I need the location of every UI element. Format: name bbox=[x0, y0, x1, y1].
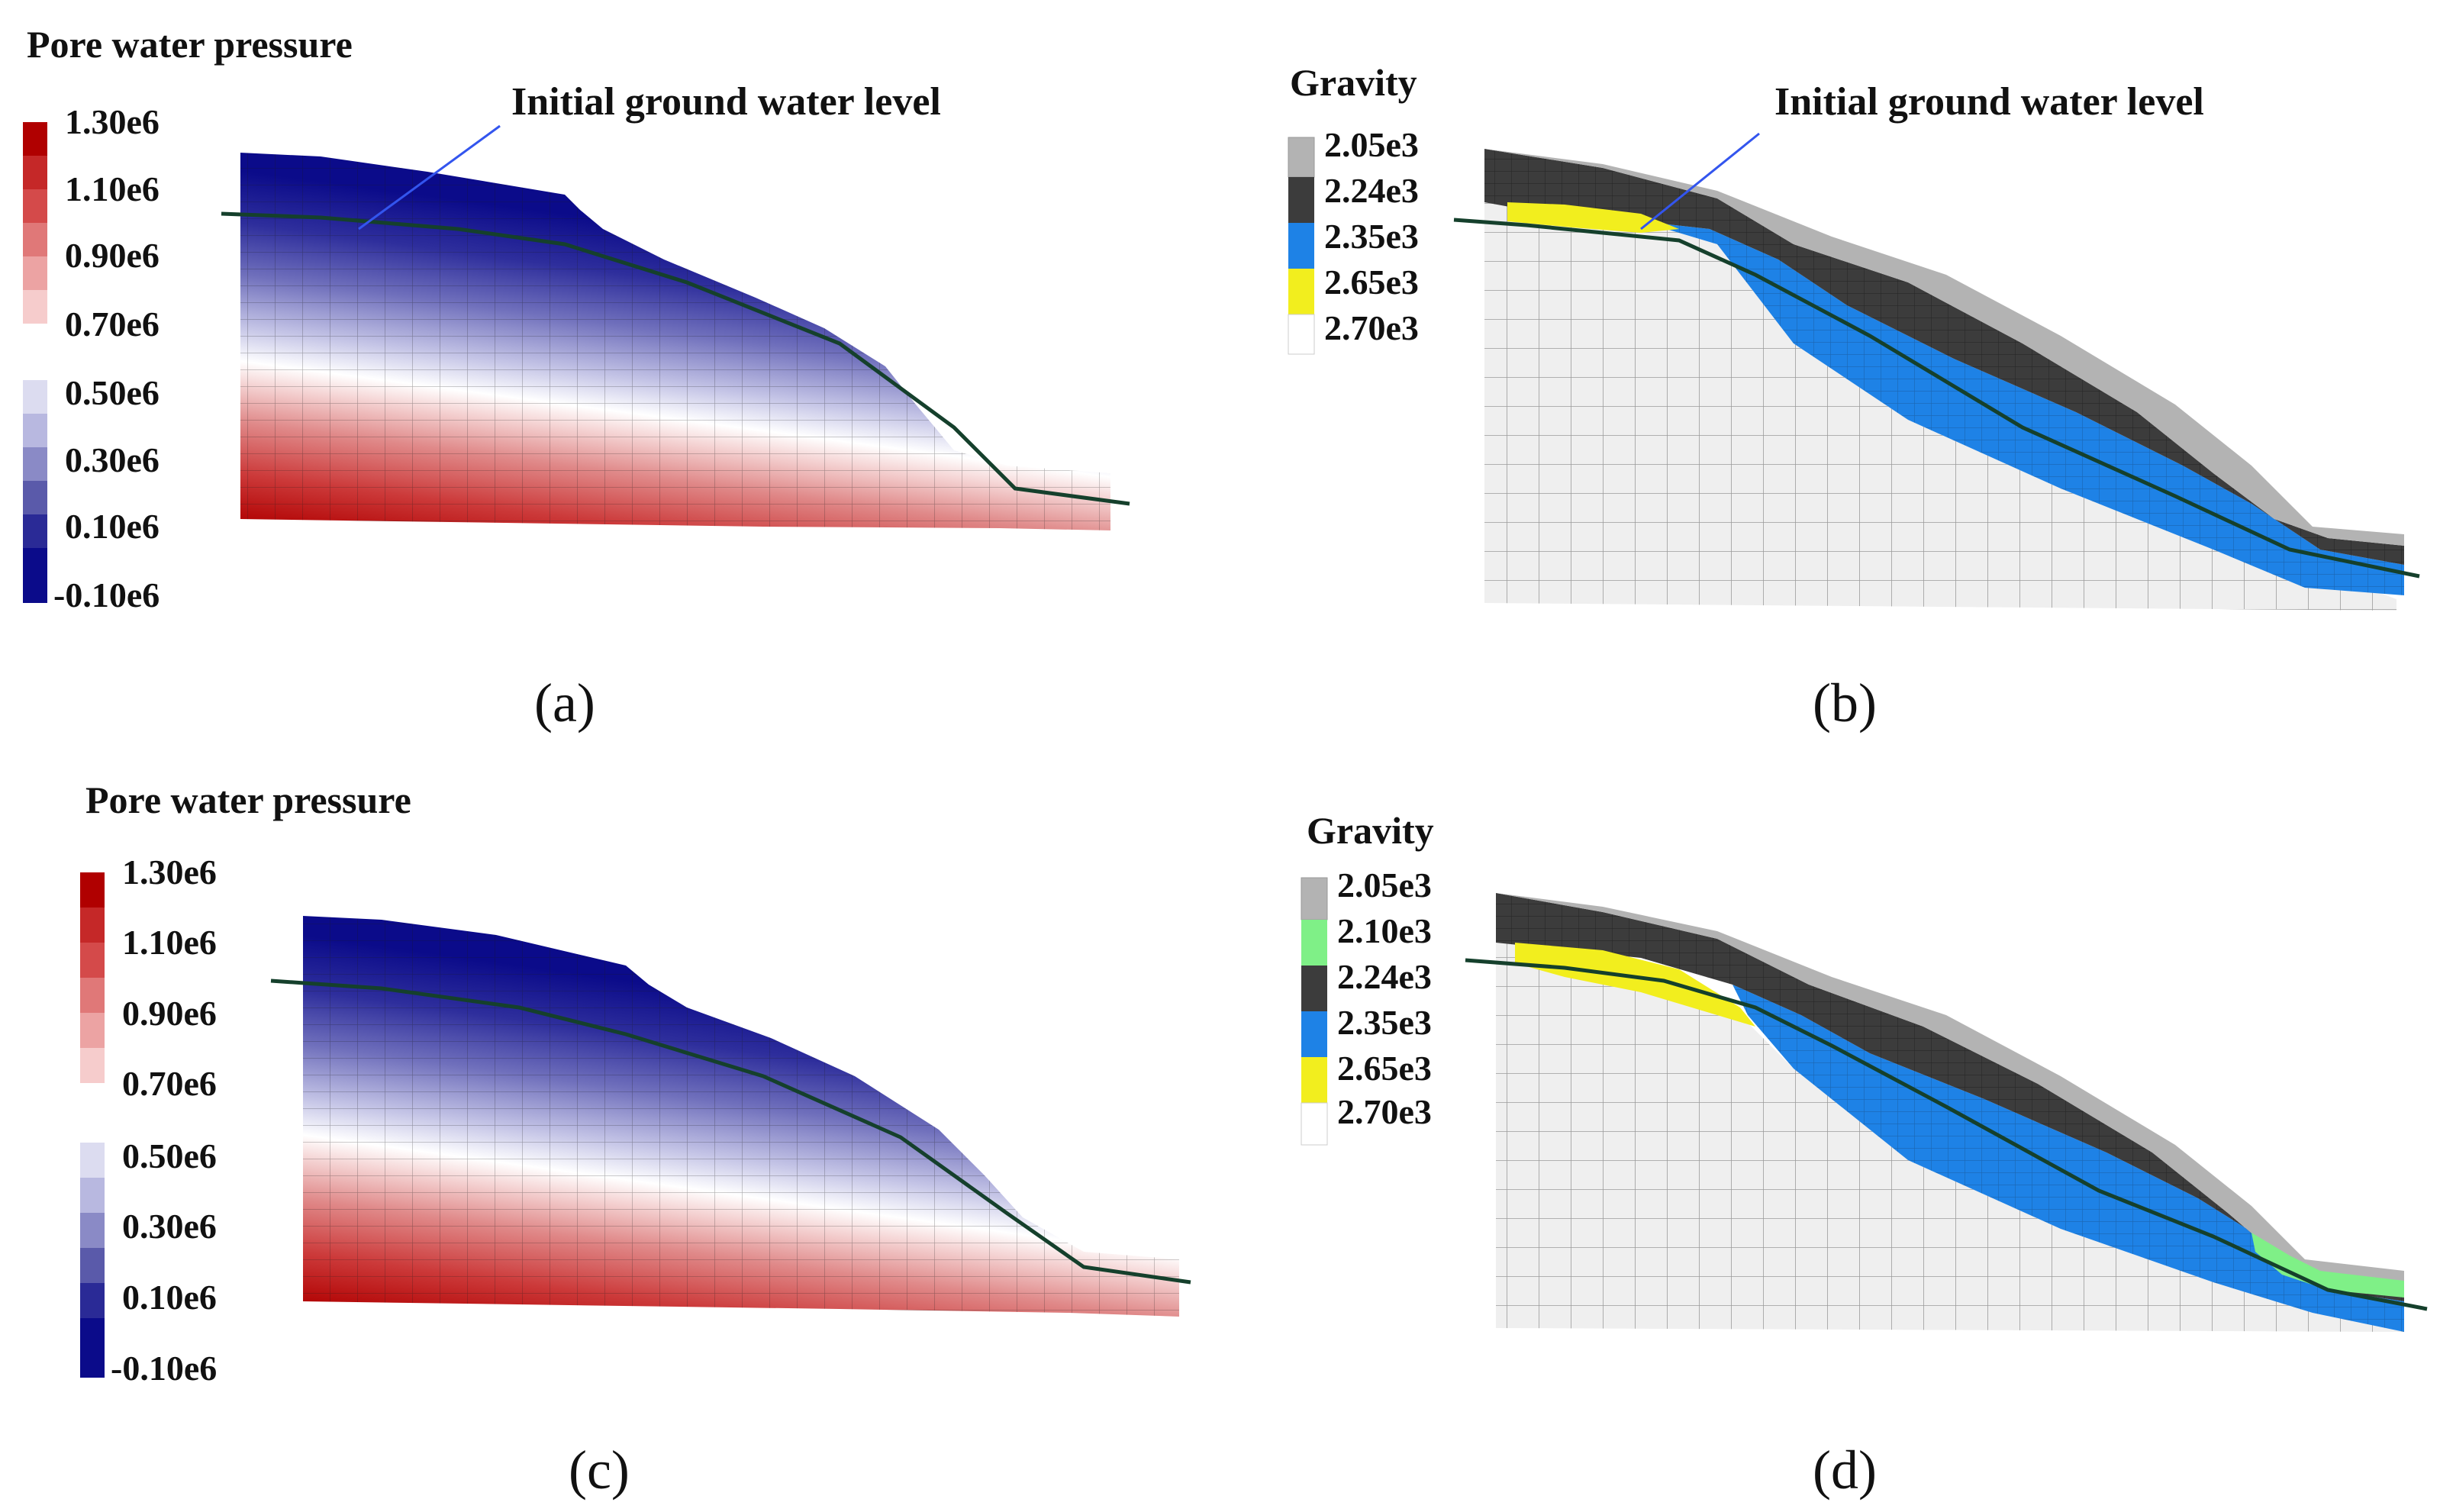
colorbar-tick: 0.30e6 bbox=[65, 440, 160, 479]
colorbar-swatch bbox=[80, 1178, 105, 1213]
legend-label: 2.70e3 bbox=[1337, 1092, 1432, 1131]
colorbar-swatch bbox=[80, 908, 105, 943]
legend-swatch bbox=[1288, 177, 1314, 223]
panel-c-slope-model bbox=[303, 916, 1179, 1317]
panel-a-caption: (a) bbox=[534, 672, 595, 733]
colorbar-tick: 0.50e6 bbox=[65, 373, 160, 412]
colorbar-tick: 0.70e6 bbox=[122, 1064, 217, 1103]
legend-label: 2.35e3 bbox=[1337, 1003, 1432, 1042]
legend-swatch bbox=[1301, 966, 1327, 1011]
legend-swatch bbox=[1301, 877, 1328, 920]
legend-swatch bbox=[1301, 1057, 1327, 1103]
panel-d-slope-model bbox=[1496, 893, 2404, 1332]
panel-b-legend bbox=[1288, 137, 1315, 355]
colorbar-swatch bbox=[23, 122, 47, 156]
panel-b-annotation: Initial ground water level bbox=[1774, 80, 2204, 124]
colorbar-tick: -0.10e6 bbox=[53, 575, 160, 614]
colorbar-swatch bbox=[80, 1283, 105, 1318]
panel-a-slope-model bbox=[240, 153, 1110, 530]
panel-c-caption: (c) bbox=[569, 1439, 630, 1501]
panel-d-water-level-line bbox=[1465, 958, 2428, 1311]
panel-c: Pore water pressure 1.30e6 1.10e6 0.90e6… bbox=[80, 779, 1191, 1501]
legend-swatch bbox=[1301, 920, 1327, 966]
panel-a-water-level-line bbox=[221, 211, 1130, 506]
colorbar-tick: 1.10e6 bbox=[65, 169, 160, 208]
legend-swatch bbox=[1301, 1011, 1327, 1057]
legend-label: 2.05e3 bbox=[1324, 125, 1419, 164]
panel-c-colorbar bbox=[80, 872, 105, 1378]
colorbar-tick: 0.90e6 bbox=[122, 994, 217, 1033]
legend-swatch bbox=[1288, 223, 1314, 269]
colorbar-swatch bbox=[23, 256, 47, 290]
colorbar-swatch bbox=[23, 223, 47, 256]
panel-a-annotation: Initial ground water level bbox=[511, 80, 941, 124]
colorbar-tick: 0.10e6 bbox=[122, 1278, 217, 1317]
panel-d: Gravity 2.05e3 2.10e3 2.24e3 2.35e3 2.65… bbox=[1301, 809, 2428, 1501]
colorbar-swatch bbox=[23, 481, 47, 514]
legend-swatch bbox=[1288, 269, 1314, 314]
legend-label: 2.24e3 bbox=[1337, 957, 1432, 996]
panel-d-legend-title: Gravity bbox=[1307, 809, 1434, 852]
legend-label: 2.70e3 bbox=[1324, 308, 1419, 347]
colorbar-swatch bbox=[23, 380, 47, 414]
colorbar-tick: 0.30e6 bbox=[122, 1207, 217, 1246]
colorbar-tick: 0.70e6 bbox=[65, 305, 160, 343]
panel-a: Pore water pressure 1.30e6 1.10e6 0.90e6… bbox=[23, 23, 1130, 733]
colorbar-swatch bbox=[80, 978, 105, 1013]
colorbar-swatch bbox=[80, 1048, 105, 1083]
panel-b: Gravity 2.05e3 2.24e3 2.35e3 2.65e3 2.70… bbox=[1288, 61, 2420, 733]
colorbar-tick: 0.50e6 bbox=[122, 1136, 217, 1175]
colorbar-swatch bbox=[23, 189, 47, 223]
legend-label: 2.10e3 bbox=[1337, 911, 1432, 950]
colorbar-swatch bbox=[23, 548, 47, 603]
panel-d-legend bbox=[1301, 877, 1328, 1146]
legend-label: 2.05e3 bbox=[1337, 866, 1432, 904]
colorbar-swatch bbox=[23, 514, 47, 548]
colorbar-swatch bbox=[23, 447, 47, 481]
colorbar-swatch bbox=[80, 1213, 105, 1248]
legend-swatch bbox=[1288, 137, 1315, 178]
panel-a-colorbar bbox=[23, 122, 47, 603]
panel-d-caption: (d) bbox=[1813, 1439, 1877, 1501]
panel-a-leader-line bbox=[358, 124, 501, 231]
colorbar-tick: -0.10e6 bbox=[111, 1349, 217, 1388]
colorbar-tick: 1.10e6 bbox=[122, 923, 217, 962]
colorbar-tick: 1.30e6 bbox=[122, 853, 217, 891]
panel-a-legend-title: Pore water pressure bbox=[27, 23, 353, 66]
colorbar-swatch bbox=[80, 1013, 105, 1048]
legend-label: 2.65e3 bbox=[1337, 1049, 1432, 1088]
legend-swatch bbox=[1288, 314, 1315, 355]
legend-swatch bbox=[1301, 1102, 1328, 1146]
legend-label: 2.35e3 bbox=[1324, 217, 1419, 256]
colorbar-swatch bbox=[80, 1248, 105, 1283]
panel-c-water-level-line bbox=[270, 978, 1191, 1285]
panel-b-legend-title: Gravity bbox=[1290, 61, 1417, 104]
colorbar-swatch bbox=[80, 1143, 105, 1178]
legend-label: 2.65e3 bbox=[1324, 263, 1419, 301]
colorbar-swatch bbox=[80, 1318, 105, 1378]
colorbar-swatch bbox=[80, 872, 105, 908]
colorbar-swatch bbox=[23, 290, 47, 324]
panel-b-leader-line bbox=[1640, 132, 1760, 231]
colorbar-swatch bbox=[23, 156, 47, 189]
legend-label: 2.24e3 bbox=[1324, 171, 1419, 210]
colorbar-tick: 1.30e6 bbox=[65, 102, 160, 141]
colorbar-swatch bbox=[23, 414, 47, 447]
panel-b-caption: (b) bbox=[1813, 672, 1877, 733]
panel-b-water-level-line bbox=[1453, 218, 2420, 579]
panel-c-legend-title: Pore water pressure bbox=[85, 779, 411, 821]
colorbar-tick: 0.90e6 bbox=[65, 236, 160, 275]
colorbar-swatch bbox=[80, 943, 105, 978]
colorbar-tick: 0.10e6 bbox=[65, 507, 160, 546]
